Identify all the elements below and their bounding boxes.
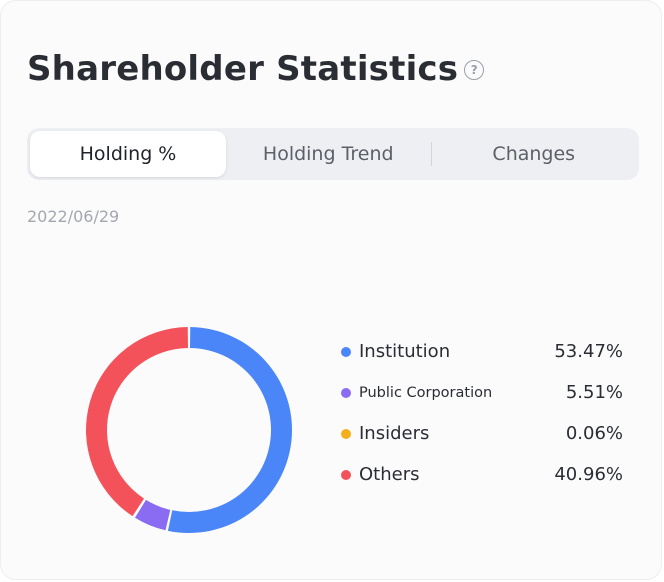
legend-swatch — [341, 387, 351, 398]
legend-value: 0.06% — [565, 423, 623, 444]
tab-bar: Holding % Holding Trend Changes — [27, 128, 639, 180]
legend-item-insiders: Insiders 0.06% — [341, 413, 623, 454]
tab-changes[interactable]: Changes — [432, 131, 637, 177]
legend-value: 40.96% — [554, 464, 623, 485]
donut-slice-others[interactable] — [85, 327, 188, 517]
legend-swatch — [341, 428, 351, 439]
legend-value: 5.51% — [565, 382, 623, 403]
chart-legend: Institution 53.47% Public Corporation 5.… — [341, 331, 623, 495]
tab-divider — [430, 142, 432, 166]
legend-label: Public Corporation — [359, 384, 493, 401]
donut-slice-institution[interactable] — [167, 327, 293, 533]
tab-holding-percent[interactable]: Holding % — [30, 131, 226, 177]
legend-swatch — [341, 346, 351, 357]
tab-holding-trend[interactable]: Holding Trend — [226, 131, 431, 177]
legend-item-public-corporation: Public Corporation 5.51% — [341, 372, 623, 413]
tab-label: Holding Trend — [262, 143, 394, 165]
legend-label: Others — [359, 464, 420, 485]
legend-item-institution: Institution 53.47% — [341, 331, 623, 372]
page-title: Shareholder Statistics — [27, 49, 459, 89]
legend-label: Insiders — [359, 423, 430, 444]
legend-swatch — [341, 469, 351, 480]
header: Shareholder Statistics ? — [27, 49, 485, 89]
tab-label: Holding % — [79, 143, 177, 165]
as-of-date: 2022/06/29 — [27, 207, 120, 226]
legend-item-others: Others 40.96% — [341, 454, 623, 495]
question-circle-icon[interactable]: ? — [464, 60, 485, 80]
legend-label: Institution — [359, 341, 451, 362]
legend-value: 53.47% — [554, 341, 623, 362]
donut-chart — [85, 327, 293, 533]
tab-label: Changes — [492, 143, 576, 165]
donut-slice-public-corporation[interactable] — [134, 499, 171, 531]
